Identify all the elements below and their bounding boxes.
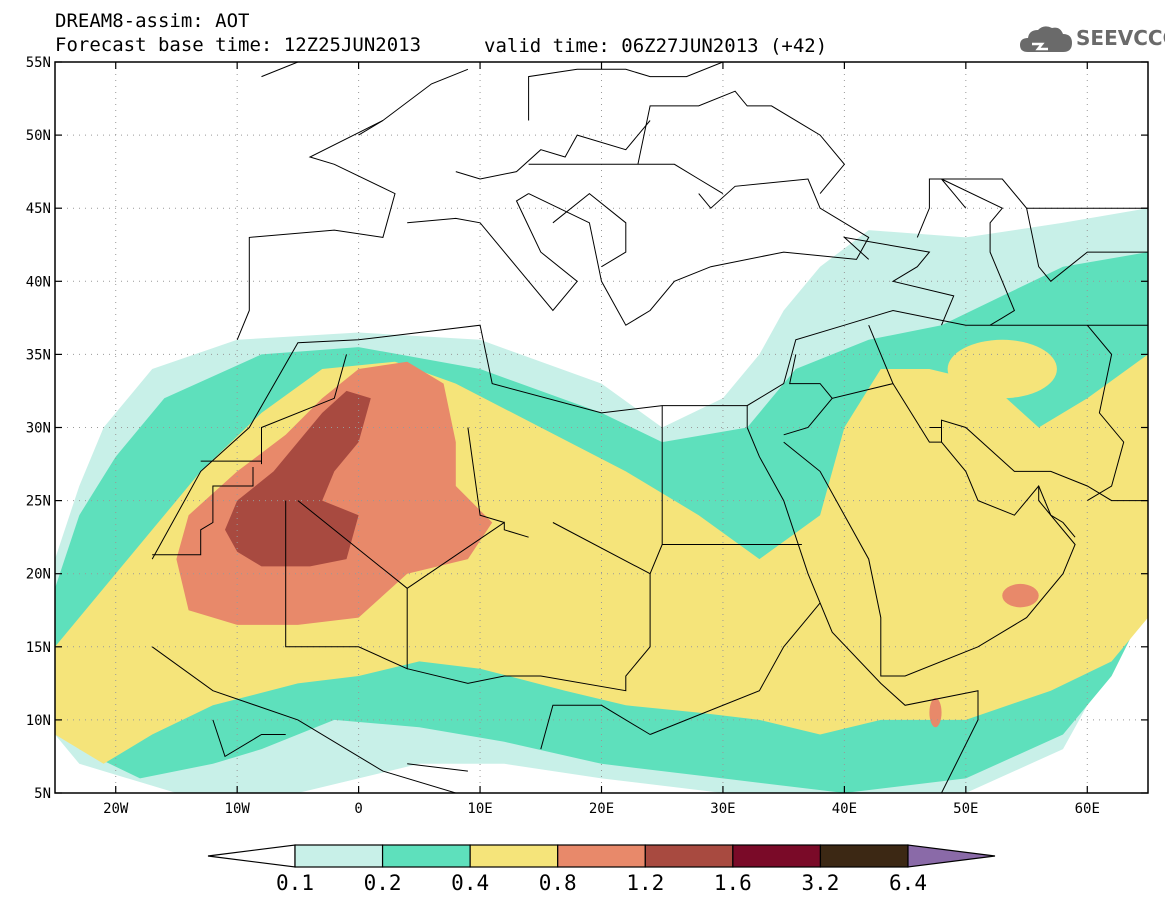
border-line-6 — [358, 120, 384, 136]
map-plot-area — [55, 62, 1148, 793]
lat-tick-label: 50N — [26, 128, 51, 144]
lat-tick-label: 20N — [26, 567, 51, 583]
lon-tick-label: 10W — [225, 801, 251, 817]
border-line-32 — [528, 62, 724, 121]
lat-tick-label: 35N — [26, 347, 51, 363]
border-line-4 — [528, 178, 870, 326]
colorbar-segment — [819, 844, 909, 868]
colorbar-label: 0.1 — [276, 871, 314, 895]
map-title: DREAM8-assim: AOT — [55, 10, 250, 32]
border-line-33 — [552, 192, 627, 268]
aot-blob-0 — [1002, 583, 1039, 608]
lon-tick-label: 0 — [354, 801, 362, 817]
border-line-3 — [407, 193, 578, 312]
lat-tick-label: 40N — [26, 274, 51, 290]
border-line-12 — [285, 500, 408, 670]
border-line-28 — [1026, 208, 1148, 282]
border-line-0 — [151, 646, 458, 793]
lon-tick-label: 20W — [103, 801, 129, 817]
lon-tick-label: 40E — [832, 801, 857, 817]
lat-tick-label: 5N — [34, 786, 51, 802]
colorbar-segment — [469, 844, 559, 868]
aot-colorbar: 0.1 0.2 0.4 0.8 1.2 1.6 3.2 6.4 — [207, 844, 996, 895]
colorbar-label: 0.4 — [451, 871, 489, 895]
border-line-30 — [528, 163, 724, 195]
colorbar-arrow-high — [907, 844, 996, 868]
logo-text: SEEVCCC — [1076, 26, 1165, 50]
border-line-35 — [929, 427, 942, 443]
border-line-14 — [467, 427, 505, 523]
seevccc-logo: SEEVCCC — [1018, 22, 1165, 56]
border-line-5 — [261, 62, 299, 78]
colorbar-label: 0.8 — [539, 871, 577, 895]
border-line-34 — [1038, 486, 1076, 538]
lat-tick-label: 30N — [26, 421, 51, 437]
lon-tick-label: 50E — [953, 801, 978, 817]
colorbar-arrow-low — [207, 844, 296, 868]
colorbar-segment — [644, 844, 734, 868]
lat-tick-label: 55N — [26, 55, 51, 71]
border-line-20 — [407, 763, 468, 772]
lat-tick-label: 45N — [26, 201, 51, 217]
colorbar-label: 3.2 — [801, 871, 839, 895]
map-axis-ticks: 55N 50N 45N 40N 35N 30N 25N 20N 15N 10N 5N 20W 10W 0 1… — [26, 55, 1148, 817]
colorbar-segment — [732, 844, 822, 868]
border-line-7 — [746, 405, 979, 793]
border-line-9 — [261, 354, 347, 465]
valid-time: valid time: 06Z27JUN2013 (+42) — [484, 35, 828, 57]
border-line-2 — [236, 68, 469, 340]
lon-tick-label: 60E — [1075, 801, 1100, 817]
lat-tick-label: 25N — [26, 494, 51, 510]
border-line-27 — [916, 178, 1148, 238]
border-line-15 — [407, 522, 651, 692]
border-line-25 — [941, 178, 1016, 326]
lon-tick-label: 10E — [467, 801, 492, 817]
lat-tick-label: 10N — [26, 713, 51, 729]
border-line-1 — [151, 309, 1148, 560]
border-line-13 — [406, 521, 529, 589]
colorbar-segment — [294, 844, 384, 868]
lat-tick-label: 15N — [26, 640, 51, 656]
colorbar-label: 0.2 — [364, 871, 402, 895]
country-borders — [151, 62, 1148, 793]
lon-tick-label: 30E — [710, 801, 735, 817]
aot-contour-4 — [225, 390, 371, 567]
border-line-31 — [455, 120, 651, 180]
border-line-29 — [637, 90, 846, 194]
lon-tick-label: 20E — [589, 801, 614, 817]
colorbar-segment — [381, 844, 471, 868]
colorbar-label: 1.2 — [626, 871, 664, 895]
border-line-22 — [783, 397, 833, 436]
cloud-icon — [1020, 26, 1072, 52]
colorbar-label: 6.4 — [889, 871, 927, 895]
forecast-base-time: Forecast base time: 12Z25JUN2013 — [55, 34, 422, 56]
border-line-19 — [540, 704, 651, 750]
colorbar-label: 1.6 — [714, 871, 752, 895]
aot-blob-2 — [947, 339, 1057, 399]
colorbar-segment — [557, 844, 646, 868]
border-line-18 — [649, 602, 821, 735]
border-line-26 — [1086, 324, 1125, 502]
border-line-21 — [789, 325, 894, 399]
border-line-36 — [212, 719, 286, 758]
border-line-24 — [842, 236, 955, 326]
aot-blob-1 — [929, 697, 942, 728]
border-line-11 — [152, 467, 254, 556]
border-line-23 — [892, 383, 942, 443]
